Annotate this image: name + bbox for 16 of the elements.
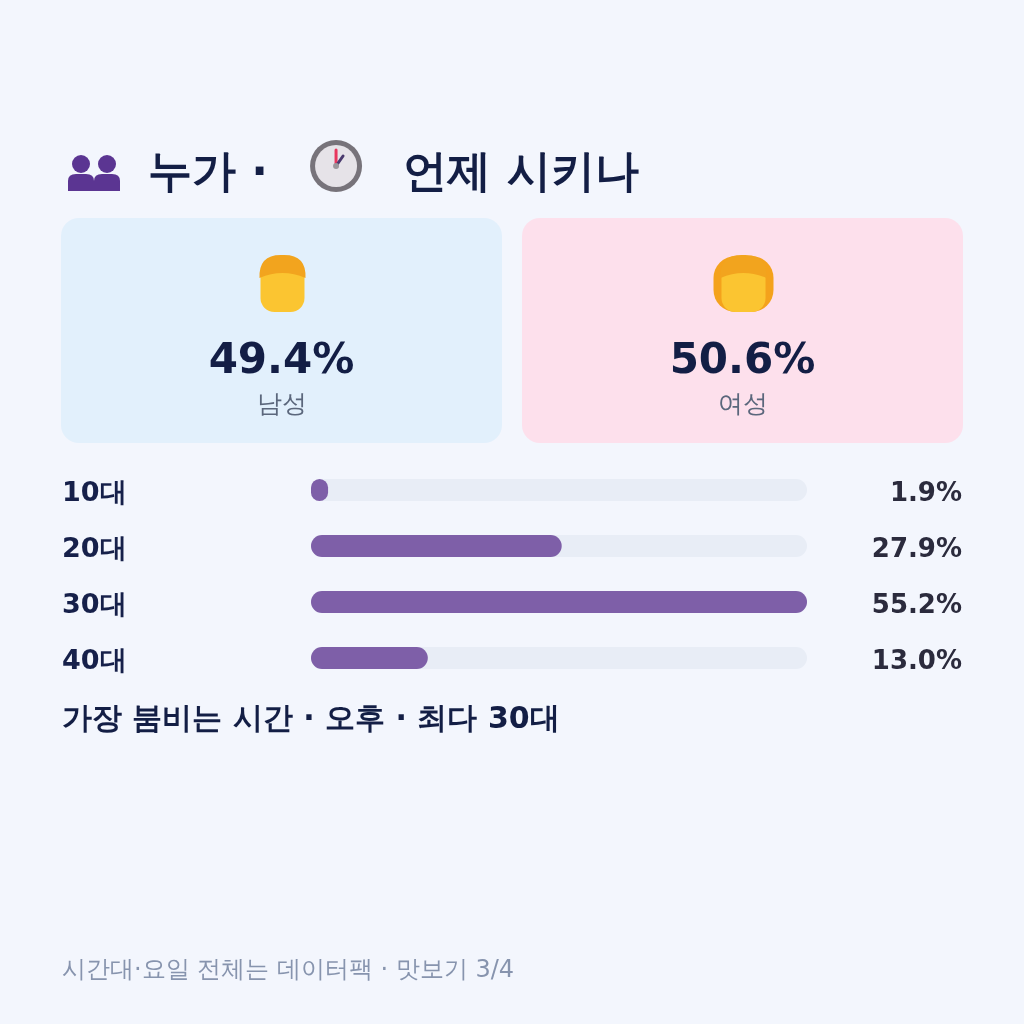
y-tick-label: 10대 xyxy=(62,476,127,507)
data-label: 27.9% xyxy=(871,533,962,563)
data-label: 1.9% xyxy=(889,477,962,507)
text: 50.6% xyxy=(669,334,816,383)
y-tick-label: 30대 xyxy=(62,588,127,619)
bar xyxy=(311,647,428,669)
data-label: 13.0% xyxy=(871,645,962,675)
data-label: 55.2% xyxy=(871,589,962,619)
y-tick-label: 40대 xyxy=(62,644,127,675)
text: 가장 붐비는 시간 · 오후 · 최다 30대 xyxy=(62,700,560,735)
text: 시간대·요일 전체는 데이터팩 · 맛보기 3/4 xyxy=(62,955,515,983)
chart-title: 누가 · 언제 시키나 xyxy=(148,145,639,196)
y-tick-label: 20대 xyxy=(62,532,127,563)
category-label: 남성 xyxy=(256,389,307,418)
category-label: 여성 xyxy=(717,389,768,418)
text: 49.4% xyxy=(208,334,355,383)
